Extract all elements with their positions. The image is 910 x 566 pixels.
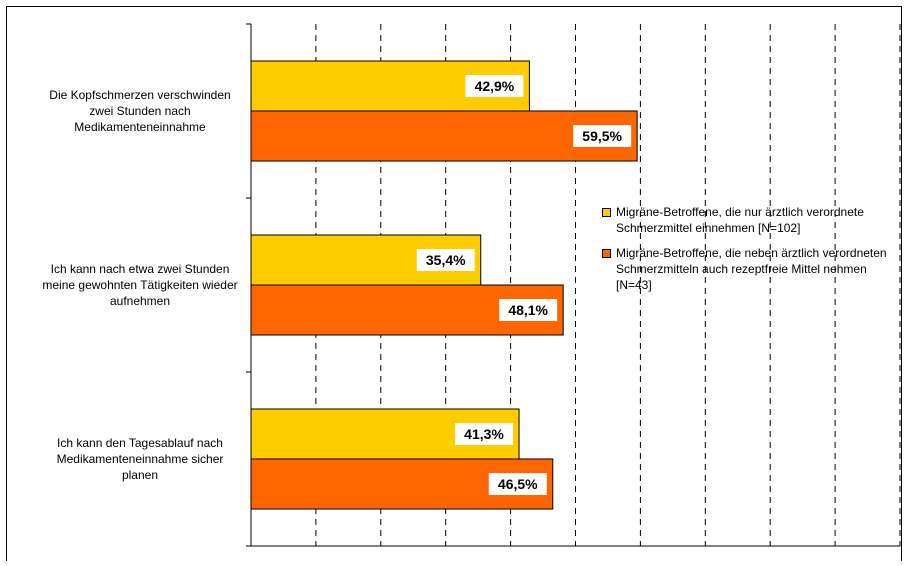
data-label: 35,4% — [426, 252, 466, 268]
data-label-bg — [455, 423, 514, 445]
legend-label: Migräne-Betroffene, die neben ärztlich v… — [616, 246, 887, 292]
category-label: Die Kopfschmerzen verschwinden zwei Stun… — [49, 88, 231, 134]
bar — [250, 110, 638, 162]
legend-label: Migräne-Betroffene, die nur ärztlich ver… — [616, 205, 864, 235]
legend-swatch — [602, 208, 611, 217]
category-label: Ich kann den Tagesablauf nach Medikament… — [56, 436, 224, 482]
data-label-bg — [573, 125, 632, 147]
legend-item: Migräne-Betroffene, die neben ärztlich v… — [602, 245, 892, 293]
data-label-bg — [488, 473, 547, 495]
data-label: 41,3% — [464, 426, 504, 442]
data-label-bg — [416, 249, 475, 271]
data-label-bg — [499, 299, 558, 321]
chart-frame — [6, 6, 902, 561]
legend-item: Migräne-Betroffene, die nur ärztlich ver… — [602, 204, 892, 236]
category-label: Ich kann nach etwa zwei Stunden meine ge… — [42, 262, 238, 308]
data-label-bg — [465, 75, 524, 97]
data-label: 42,9% — [475, 78, 515, 94]
data-label: 59,5% — [582, 128, 622, 144]
legend-swatch — [602, 249, 611, 258]
legend: Migräne-Betroffene, die nur ärztlich ver… — [602, 204, 892, 302]
data-label: 46,5% — [498, 476, 538, 492]
data-label: 48,1% — [508, 302, 548, 318]
